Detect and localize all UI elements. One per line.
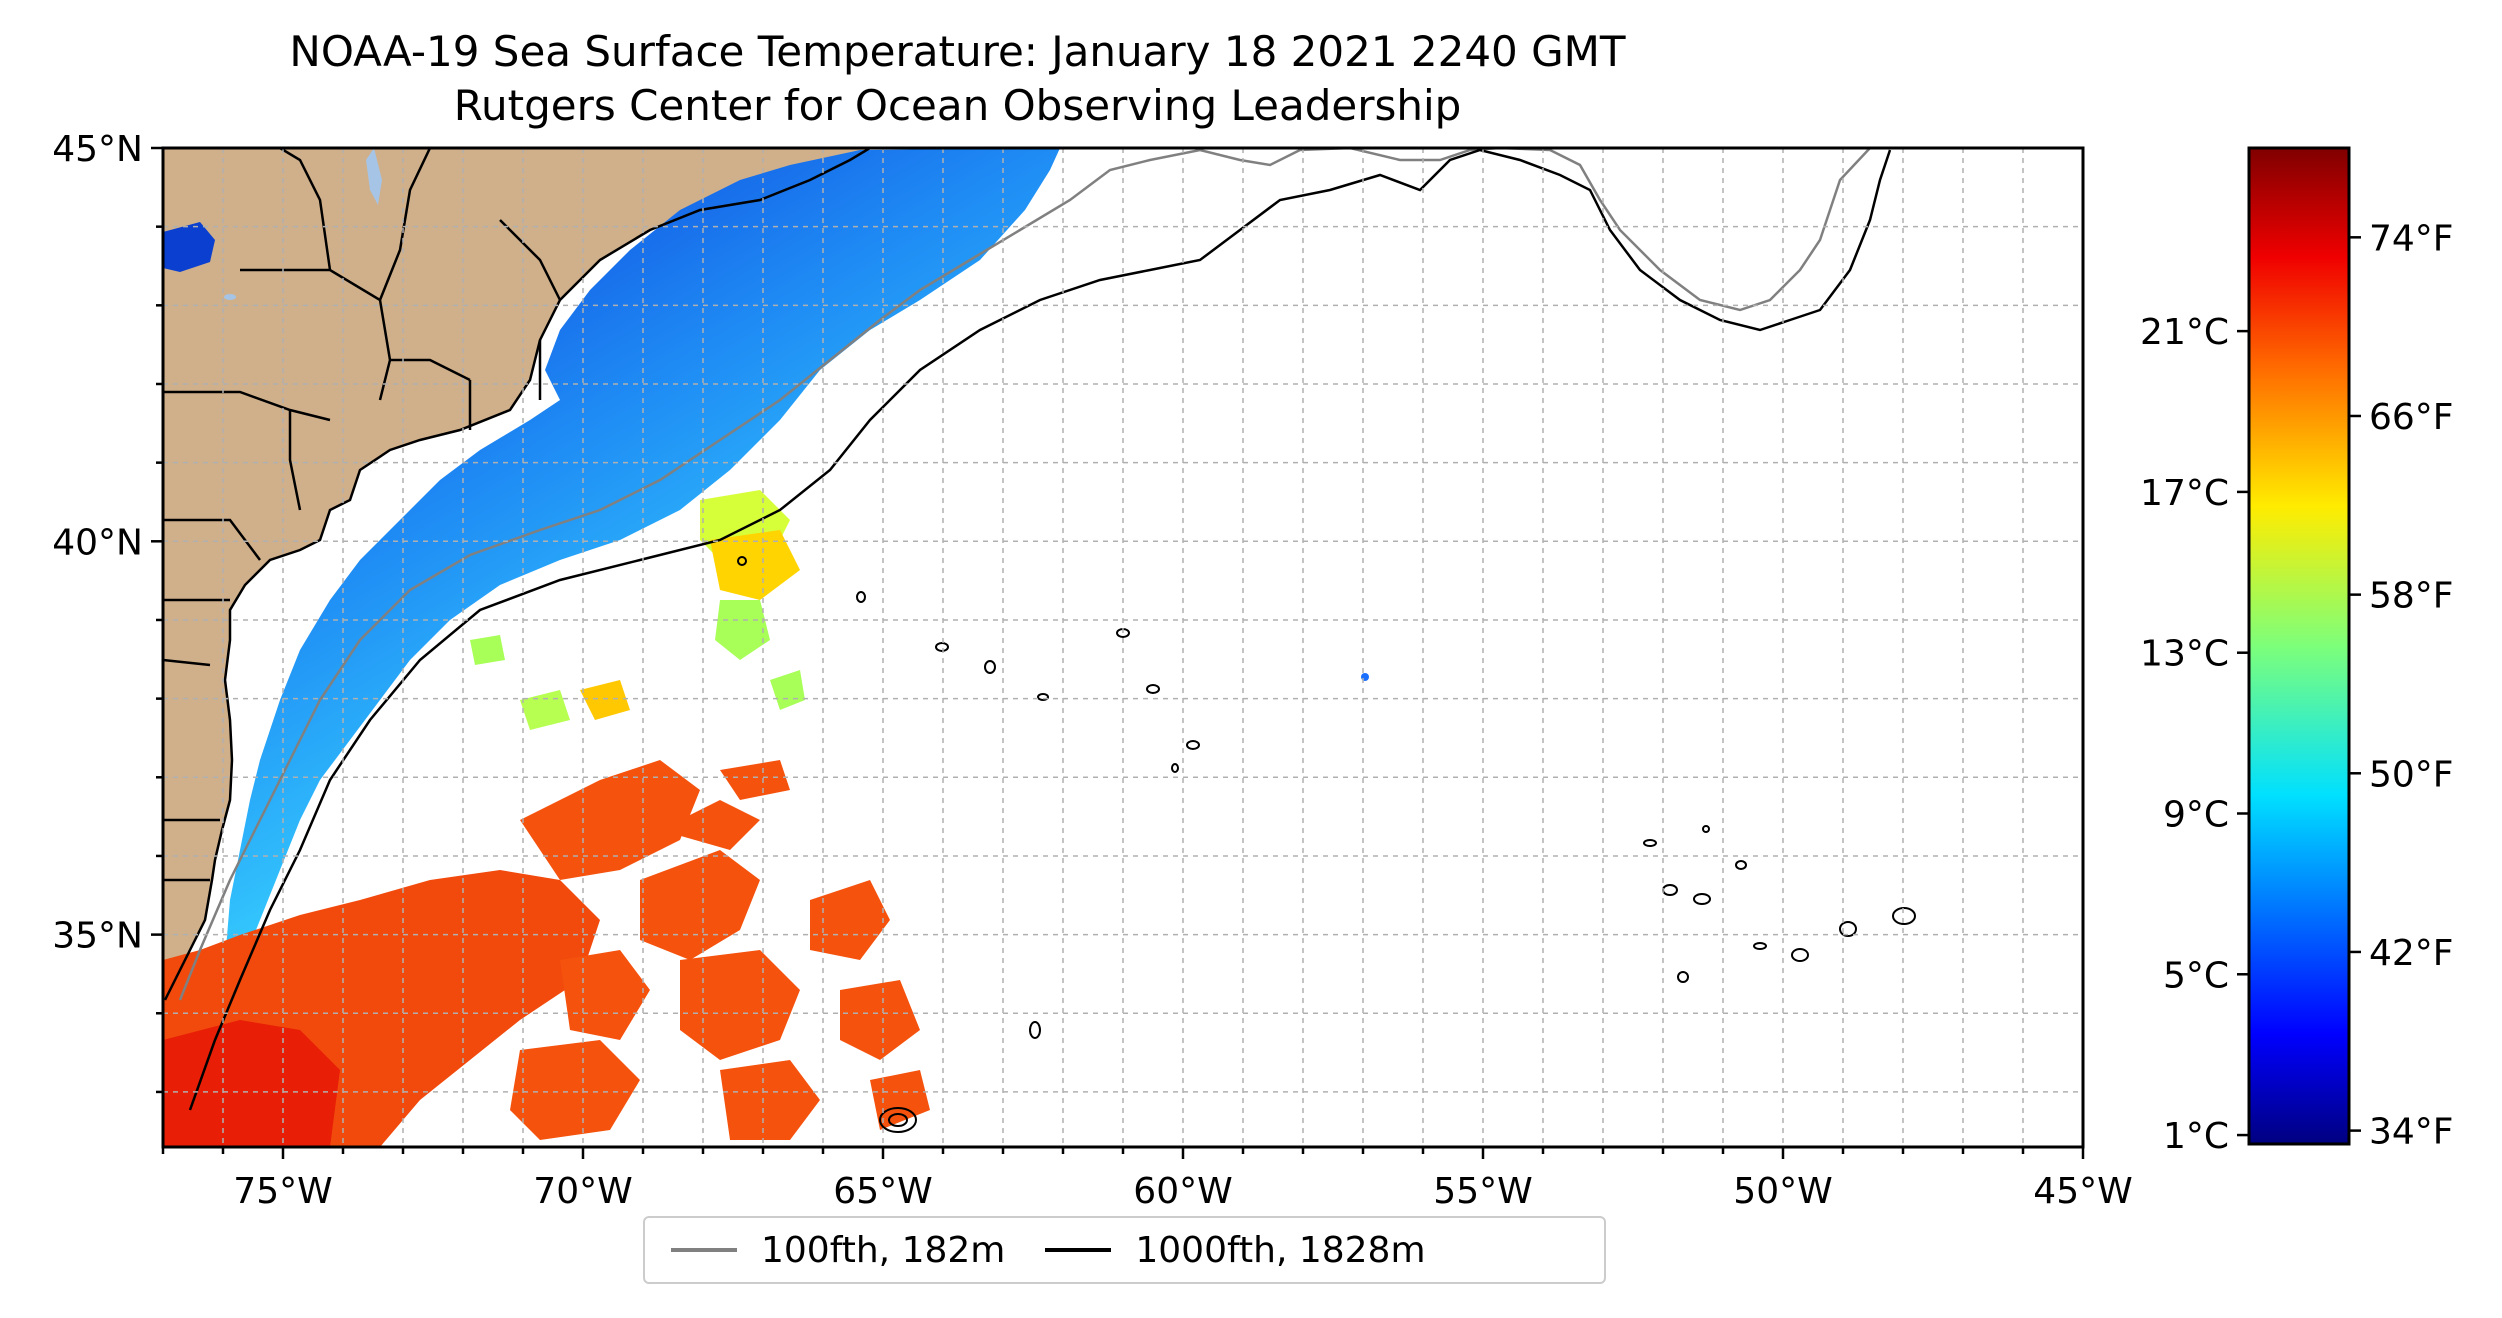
x-tick-label: 60°W <box>1133 1171 1232 1212</box>
colorbar-fahrenheit-label: 34°F <box>2369 1112 2454 1153</box>
seamounts <box>737 556 1916 1133</box>
sst-dot <box>1361 673 1369 681</box>
sst-warm-core <box>163 1020 340 1147</box>
chart-subtitle: Rutgers Center for Ocean Observing Leade… <box>453 81 1462 130</box>
x-tick-label: 65°W <box>833 1171 932 1212</box>
x-tick-label: 70°W <box>533 1171 632 1212</box>
colorbar-celsius-label: 13°C <box>2140 634 2229 675</box>
colorbar: 21°C 17°C 13°C 9°C 5°C 1°C 74°F 66°F 58°F 50°F 42°… <box>2140 146 2454 1157</box>
legend: 100fth, 182m 1000fth, 1828m <box>643 1216 1606 1284</box>
map-grid <box>163 148 2083 1147</box>
x-tick-label: 55°W <box>1433 1171 1532 1212</box>
lakes <box>163 148 382 300</box>
colorbar-celsius-label: 1°C <box>2163 1116 2229 1157</box>
chart-title: NOAA-19 Sea Surface Temperature: January… <box>289 27 1626 76</box>
contour-100fth <box>178 148 1871 1001</box>
land-mass <box>163 148 870 1005</box>
colorbar-celsius-label: 9°C <box>2163 794 2229 835</box>
colorbar-frame <box>2247 146 2351 1146</box>
map-axes: 75°W 70°W 65°W 60°W 55°W 50°W 45°W 45°N 40°N 35°N <box>52 129 2132 1212</box>
legend-line-100fth <box>671 1248 737 1252</box>
legend-item-1000fth: 1000fth, 1828m <box>1019 1229 1426 1271</box>
x-tick-label: 75°W <box>233 1171 332 1212</box>
y-tick-label: 35°N <box>52 916 143 957</box>
y-tick-label: 45°N <box>52 129 143 170</box>
y-tick-label: 40°N <box>52 522 143 563</box>
map-area <box>163 148 2083 1147</box>
colorbar-fahrenheit-label: 58°F <box>2369 576 2454 617</box>
legend-item-100fth: 100fth, 182m <box>645 1230 1005 1271</box>
legend-label-1000fth: 1000fth, 1828m <box>1135 1229 1426 1271</box>
x-tick-label: 50°W <box>1733 1171 1832 1212</box>
state-borders <box>163 148 562 882</box>
coastline <box>163 148 871 1001</box>
legend-line-1000fth <box>1045 1248 1112 1252</box>
colorbar-celsius-label: 21°C <box>2140 312 2229 353</box>
sst-mid-patches <box>470 490 805 730</box>
colorbar-gradient <box>2249 148 2349 1144</box>
colorbar-celsius-label: 17°C <box>2140 473 2229 514</box>
colorbar-fahrenheit-label: 50°F <box>2369 754 2454 795</box>
colorbar-fahrenheit-label: 74°F <box>2369 218 2454 259</box>
colorbar-fahrenheit-label: 66°F <box>2369 397 2454 438</box>
x-tick-label: 45°W <box>2033 1171 2132 1212</box>
colorbar-fahrenheit-label: 42°F <box>2369 933 2454 974</box>
legend-label-100fth: 100fth, 182m <box>761 1229 1006 1271</box>
colorbar-celsius-label: 5°C <box>2163 955 2229 996</box>
contour-1000fth <box>188 148 1892 1111</box>
